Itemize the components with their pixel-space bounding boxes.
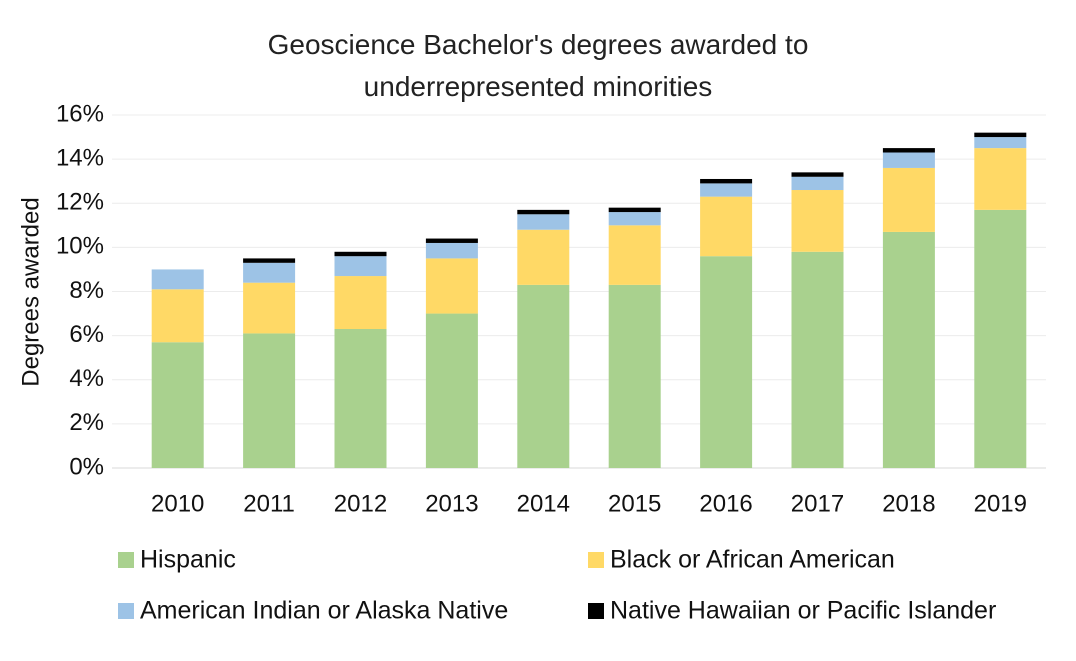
bar-segment — [243, 333, 296, 468]
y-tick-label: 2% — [69, 409, 104, 436]
bar-segment — [151, 342, 204, 468]
bar-segment — [882, 152, 935, 168]
legend-label: Black or African American — [610, 546, 895, 574]
y-tick-label: 16% — [56, 100, 104, 127]
x-tick-label: 2018 — [882, 490, 935, 517]
x-tick-label: 2017 — [791, 490, 844, 517]
chart-title: Geoscience Bachelor's degrees awarded to… — [267, 29, 809, 102]
bar-segment — [700, 183, 753, 197]
bar-segment — [791, 176, 844, 191]
y-tick-label: 4% — [69, 365, 104, 392]
bar-segment — [517, 229, 570, 285]
bar-segment — [974, 148, 1027, 210]
bar-segment — [151, 269, 204, 290]
bar-segment — [334, 276, 387, 330]
legend-swatch — [588, 603, 604, 619]
bar-segment — [425, 313, 478, 468]
x-tick-label: 2015 — [608, 490, 661, 517]
x-tick-label: 2010 — [151, 490, 204, 517]
bar-segment — [700, 178, 753, 184]
bar-segment — [517, 209, 570, 215]
y-axis-label: Degrees awarded — [17, 197, 44, 386]
y-tick-label: 12% — [56, 189, 104, 216]
legend-swatch — [118, 603, 134, 619]
bar-segment — [243, 258, 296, 263]
legend-label: American Indian or Alaska Native — [140, 597, 508, 625]
bar-segment — [334, 251, 387, 257]
x-tick-label: 2013 — [425, 490, 478, 517]
bar-segment — [974, 209, 1027, 468]
bar-segment — [791, 190, 844, 252]
bar-segment — [608, 225, 661, 285]
x-tick-label: 2016 — [699, 490, 752, 517]
bar-segment — [608, 284, 661, 468]
bar-segment — [791, 251, 844, 468]
x-tick-label: 2019 — [974, 490, 1027, 517]
legend-swatch — [588, 552, 604, 568]
bar-segment — [151, 289, 204, 343]
bar-segment — [608, 212, 661, 226]
legend-label: Hispanic — [140, 546, 236, 574]
y-tick-label: 6% — [69, 321, 104, 348]
bar-segment — [425, 242, 478, 259]
bar-segment — [608, 207, 661, 213]
bar-segment — [243, 282, 296, 334]
y-tick-label: 0% — [69, 453, 104, 480]
bar-segment — [974, 137, 1027, 149]
bar-segment — [882, 231, 935, 468]
bar-segment — [334, 329, 387, 468]
bar-segment — [517, 214, 570, 230]
y-tick-label: 8% — [69, 277, 104, 304]
x-tick-label: 2012 — [334, 490, 387, 517]
bar-segment — [882, 148, 935, 153]
bar-segment — [334, 256, 387, 277]
bar-segment — [882, 167, 935, 232]
bar-segment — [425, 238, 478, 243]
y-tick-label: 10% — [56, 233, 104, 260]
legend-swatch — [118, 552, 134, 568]
bar-segment — [974, 132, 1027, 138]
bar-segment — [700, 196, 753, 257]
x-tick-label: 2011 — [243, 490, 295, 517]
bar-segment — [791, 172, 844, 177]
legend-label: Native Hawaiian or Pacific Islander — [610, 597, 996, 625]
y-tick-label: 14% — [56, 144, 104, 171]
legend: Hispanic Black or African American America… — [118, 546, 996, 625]
bar-segment — [425, 258, 478, 314]
bar-segment — [517, 284, 570, 468]
x-tick-label: 2014 — [517, 490, 570, 517]
bar-segment — [700, 256, 753, 468]
bar-segment — [243, 262, 296, 283]
